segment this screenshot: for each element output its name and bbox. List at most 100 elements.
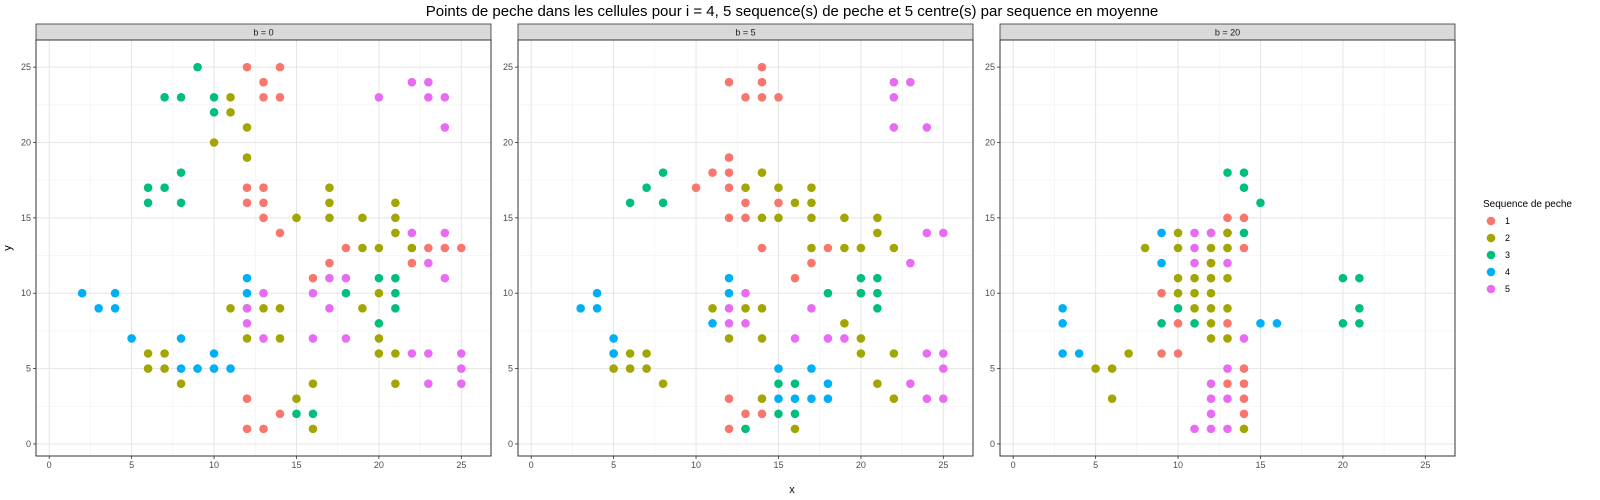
legend-key — [1486, 233, 1496, 243]
scatter-point — [275, 62, 285, 72]
scatter-point — [160, 92, 169, 102]
x-tick-label: 10 — [691, 460, 701, 470]
scatter-point — [757, 334, 767, 343]
scatter-point — [325, 273, 334, 283]
scatter-point — [708, 319, 717, 328]
scatter-point — [1355, 273, 1364, 283]
x-tick-label: 15 — [291, 460, 301, 470]
x-tick-label: 20 — [856, 460, 866, 470]
scatter-point — [242, 288, 252, 298]
scatter-point — [440, 123, 450, 132]
scatter-point — [1124, 349, 1133, 358]
scatter-point — [1256, 319, 1265, 328]
x-tick-label: 0 — [1011, 460, 1016, 470]
scatter-point — [1223, 364, 1232, 373]
scatter-point — [341, 243, 351, 253]
scatter-point — [1058, 319, 1067, 328]
scatter-point — [939, 349, 948, 358]
y-tick-label: 15 — [21, 213, 31, 223]
scatter-point — [242, 198, 252, 208]
y-tick-label: 10 — [503, 288, 513, 298]
scatter-point — [358, 243, 367, 253]
y-tick-label: 5 — [508, 364, 513, 374]
scatter-point — [609, 364, 618, 373]
scatter-point — [1239, 424, 1249, 434]
scatter-point — [440, 92, 450, 102]
facets-layer: b = 0 0 5 10 15 20 25 0 5 10 15 20 25 b = 5 0 5 10 15 20 25… — [21, 23, 1456, 470]
legend-label: 1 — [1505, 216, 1510, 226]
scatter-point — [1206, 319, 1216, 328]
scatter-point — [741, 319, 750, 328]
legend-label: 3 — [1505, 250, 1510, 260]
scatter-point — [790, 379, 800, 388]
scatter-point — [1157, 228, 1166, 238]
scatter-point — [807, 198, 816, 208]
legend-entry: 4 — [1486, 267, 1510, 277]
legend-entry: 3 — [1486, 250, 1510, 260]
facet-strip-label: b = 20 — [1215, 28, 1240, 38]
scatter-point — [1206, 409, 1216, 419]
scatter-point — [424, 77, 433, 87]
x-tick-label: 15 — [1255, 460, 1265, 470]
scatter-point — [609, 334, 618, 343]
scatter-point — [176, 379, 186, 388]
scatter-point — [1239, 228, 1249, 238]
scatter-point — [226, 108, 235, 117]
scatter-point — [226, 364, 235, 373]
scatter-point — [308, 334, 318, 343]
scatter-point — [242, 334, 252, 343]
scatter-point — [209, 138, 219, 147]
scatter-point — [275, 228, 285, 238]
scatter-point — [774, 183, 783, 193]
scatter-point — [856, 349, 866, 358]
scatter-point — [658, 198, 668, 208]
scatter-point — [143, 198, 153, 208]
scatter-point — [176, 334, 186, 343]
scatter-point — [1239, 394, 1249, 404]
scatter-point — [358, 303, 367, 313]
scatter-point — [1206, 379, 1216, 388]
scatter-point — [226, 303, 235, 313]
scatter-point — [906, 258, 915, 268]
facet-strip-label: b = 5 — [735, 28, 755, 38]
legend-entry: 1 — [1486, 216, 1510, 226]
scatter-point — [325, 198, 334, 208]
scatter-point — [407, 349, 417, 358]
scatter-point — [823, 288, 833, 298]
scatter-point — [889, 92, 899, 102]
scatter-point — [873, 379, 882, 388]
scatter-point — [440, 273, 450, 283]
scatter-point — [724, 424, 734, 434]
scatter-point — [1223, 273, 1232, 283]
scatter-point — [724, 153, 734, 162]
scatter-point — [757, 168, 767, 177]
scatter-point — [939, 394, 948, 404]
scatter-point — [242, 123, 252, 132]
scatter-point — [658, 168, 668, 177]
scatter-point — [77, 288, 87, 298]
scatter-point — [724, 303, 734, 313]
scatter-point — [292, 409, 301, 419]
scatter-point — [724, 183, 734, 193]
scatter-point — [724, 334, 734, 343]
scatter-point — [757, 243, 767, 253]
scatter-point — [341, 273, 351, 283]
scatter-point — [143, 183, 153, 193]
scatter-point — [259, 92, 268, 102]
scatter-point — [774, 379, 783, 388]
scatter-point — [308, 424, 318, 434]
scatter-point — [741, 303, 750, 313]
scatter-point — [259, 288, 268, 298]
scatter-point — [873, 288, 882, 298]
scatter-point — [823, 394, 833, 404]
scatter-point — [741, 424, 750, 434]
scatter-point — [325, 258, 334, 268]
scatter-point — [1206, 394, 1216, 404]
scatter-point — [275, 334, 285, 343]
scatter-point — [242, 62, 252, 72]
scatter-point — [259, 183, 268, 193]
scatter-point — [757, 92, 767, 102]
scatter-point — [391, 349, 400, 358]
scatter-point — [1239, 168, 1249, 177]
